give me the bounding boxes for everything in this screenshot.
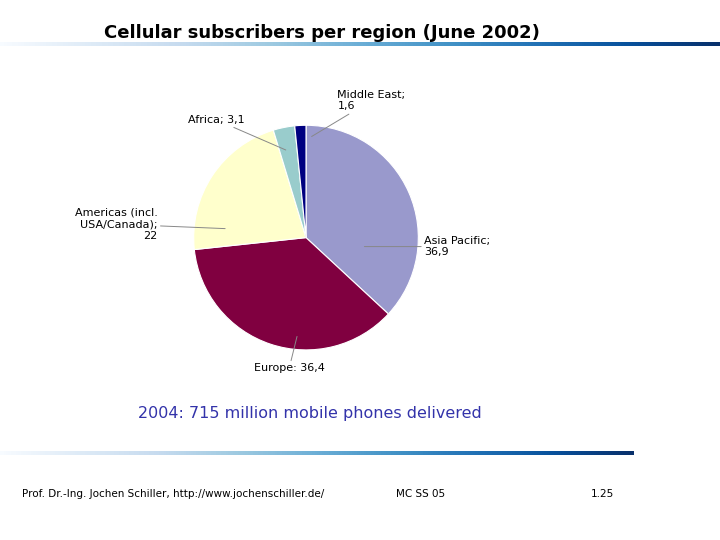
Text: 1.25: 1.25 xyxy=(590,489,613,499)
Text: Cellular subscribers per region (June 2002): Cellular subscribers per region (June 20… xyxy=(104,24,540,42)
Text: Africa; 3,1: Africa; 3,1 xyxy=(188,114,286,150)
Wedge shape xyxy=(194,238,388,350)
Text: Americas (incl.
USA/Canada);
22: Americas (incl. USA/Canada); 22 xyxy=(75,207,225,241)
Wedge shape xyxy=(306,125,418,314)
Text: MC SS 05: MC SS 05 xyxy=(396,489,445,499)
Wedge shape xyxy=(294,125,306,238)
Wedge shape xyxy=(194,130,306,249)
Text: Asia Pacific;
36,9: Asia Pacific; 36,9 xyxy=(364,236,490,258)
Text: Europe: 36,4: Europe: 36,4 xyxy=(253,336,325,373)
Text: 2004: 715 million mobile phones delivered: 2004: 715 million mobile phones delivere… xyxy=(138,406,482,421)
Text: Prof. Dr.-Ing. Jochen Schiller, http://www.jochenschiller.de/: Prof. Dr.-Ing. Jochen Schiller, http://w… xyxy=(22,489,324,499)
Text: Middle East;
1,6: Middle East; 1,6 xyxy=(312,90,405,137)
Wedge shape xyxy=(274,126,306,238)
